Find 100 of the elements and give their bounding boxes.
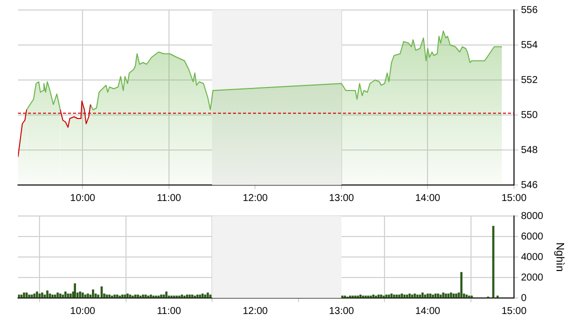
x-tick-label: 10:00	[70, 306, 96, 317]
bar	[160, 294, 162, 298]
bar	[188, 294, 191, 298]
bar	[418, 294, 422, 298]
bar	[434, 294, 437, 298]
bar	[426, 294, 429, 298]
bar	[142, 294, 144, 298]
x-tick-label: 14:00	[415, 192, 441, 204]
x-tick-label: 11:00	[156, 306, 182, 317]
bar	[48, 294, 51, 298]
bar	[442, 292, 444, 298]
bar	[196, 294, 199, 298]
x-tick-label: 15:00	[501, 192, 527, 204]
bar	[202, 294, 204, 298]
bar	[385, 294, 388, 298]
bar	[204, 294, 206, 298]
bar	[180, 294, 183, 298]
bar	[437, 294, 440, 298]
y-tick-label: 552	[521, 74, 538, 86]
bar	[144, 294, 147, 298]
bar	[400, 294, 403, 298]
bar	[388, 294, 390, 298]
y-axis-title: Nghìn	[553, 242, 566, 272]
bar	[377, 294, 380, 298]
bar	[403, 294, 406, 298]
bar	[492, 226, 494, 298]
bar	[46, 290, 48, 298]
bar	[447, 294, 450, 298]
bar	[209, 294, 212, 298]
bar	[28, 294, 30, 298]
bar	[84, 294, 86, 298]
bar	[186, 294, 188, 298]
bar	[359, 294, 362, 298]
bar	[22, 292, 26, 298]
x-tick-label: 15:00	[501, 306, 527, 317]
bar	[126, 294, 129, 298]
bar	[41, 292, 44, 298]
bar	[411, 294, 414, 298]
y-tick-label: 2000	[521, 272, 544, 284]
bar	[380, 294, 382, 298]
bar	[416, 294, 418, 298]
bar	[64, 292, 67, 298]
bar	[450, 292, 452, 298]
bar	[390, 294, 393, 298]
bar	[36, 292, 38, 298]
bar	[421, 292, 424, 298]
y-tick-label: 0	[521, 292, 527, 304]
bar	[116, 294, 118, 298]
bar	[54, 294, 56, 298]
bar	[44, 294, 46, 298]
bar	[162, 294, 165, 298]
bar	[108, 294, 111, 298]
bar	[406, 294, 408, 298]
bar	[191, 294, 194, 298]
bar	[134, 294, 136, 298]
bar	[121, 294, 124, 298]
bar	[59, 294, 62, 298]
bar	[429, 294, 432, 298]
bar	[452, 294, 455, 298]
bar	[432, 294, 434, 298]
y-tick-label: 6000	[521, 231, 544, 242]
x-tick-label: 13:00	[328, 306, 354, 317]
bar	[372, 294, 374, 298]
bar	[30, 294, 33, 298]
bar	[66, 294, 70, 298]
bar	[79, 292, 82, 298]
x-tick-label: 12:00	[242, 306, 268, 317]
x-tick-label: 14:00	[415, 306, 441, 317]
bar	[124, 294, 126, 298]
bar	[86, 294, 89, 298]
bar	[74, 283, 76, 298]
y-tick-label: 8000	[521, 210, 544, 222]
x-tick-label: 11:00	[156, 192, 182, 204]
bar	[414, 294, 416, 298]
bar	[20, 294, 23, 298]
bar	[398, 294, 400, 298]
bar	[82, 292, 84, 298]
bar	[94, 294, 97, 298]
bar	[396, 294, 398, 298]
bar	[408, 294, 411, 298]
bar	[455, 294, 458, 298]
y-tick-label: 554	[521, 40, 538, 51]
x-tick-label: 12:00	[242, 192, 268, 204]
y-tick-label: 546	[521, 180, 538, 191]
bar	[70, 294, 72, 298]
y-tick-label: 556	[521, 4, 538, 16]
x-tick-label: 10:00	[70, 192, 96, 204]
bar	[150, 294, 152, 298]
bar	[33, 294, 36, 298]
bar	[92, 289, 94, 298]
y-tick-label: 550	[521, 110, 538, 121]
bar	[165, 292, 168, 298]
bar	[136, 294, 139, 298]
bar	[129, 294, 132, 298]
bar	[26, 292, 28, 298]
bar	[393, 294, 396, 298]
bar	[460, 272, 462, 298]
y-tick-label: 548	[521, 144, 538, 156]
bar	[51, 294, 54, 298]
bar	[56, 292, 59, 298]
